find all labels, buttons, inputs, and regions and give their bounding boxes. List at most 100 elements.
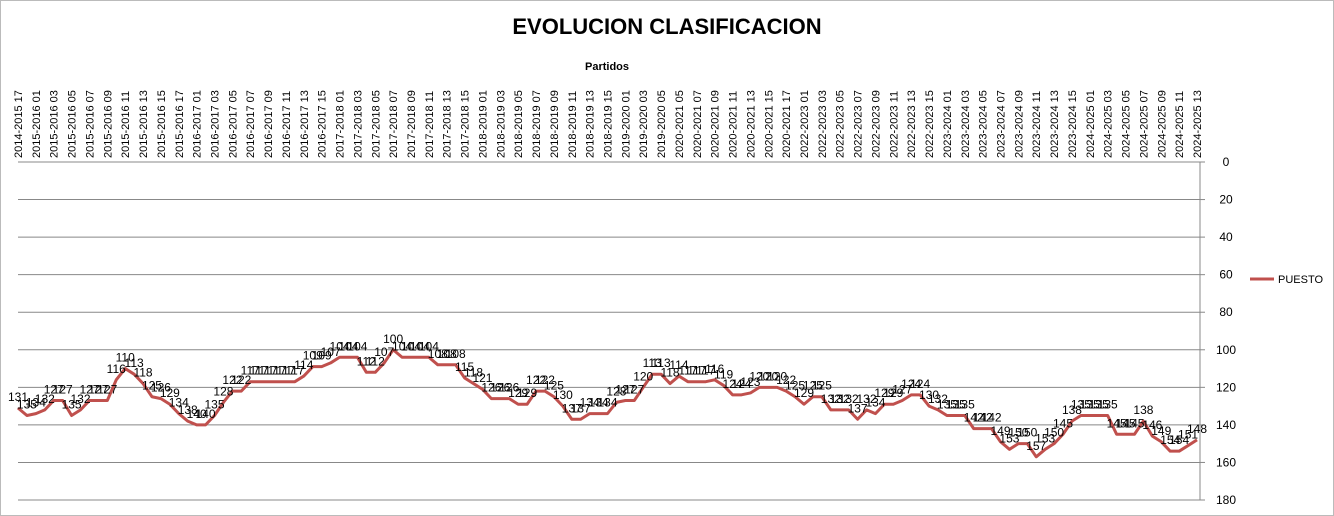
data-label: 142	[964, 411, 984, 425]
x-tick-label: 2023-2024 15	[1067, 90, 1079, 158]
x-tick-label: 2016-2017 13	[299, 90, 311, 158]
data-label: 120	[633, 369, 653, 383]
x-axis-title: Partidos	[585, 61, 629, 73]
data-label: 108	[446, 347, 466, 361]
y-tick-label: 160	[1216, 455, 1236, 469]
data-label: 122	[222, 373, 242, 387]
data-label: 125	[544, 379, 564, 393]
chart-title: EVOLUCION CLASIFICACION	[512, 14, 821, 39]
data-label: 154	[1160, 433, 1180, 447]
x-tick-label: 2015-2016 01	[31, 90, 43, 158]
data-label: 118	[133, 366, 152, 380]
data-label: 126	[499, 381, 519, 395]
data-label: 128	[213, 384, 233, 398]
data-label: 134	[597, 396, 617, 410]
data-label: 129	[874, 386, 894, 400]
data-label: 153	[1035, 431, 1055, 445]
x-tick-label: 2022-2023 13	[906, 90, 918, 158]
data-label: 151	[1178, 428, 1198, 442]
data-label: 124	[731, 377, 751, 391]
data-label: 108	[437, 347, 457, 361]
data-label: 132	[821, 392, 841, 406]
x-tick-label: 2018-2019 11	[567, 91, 579, 158]
legend-label: PUESTO	[1278, 274, 1323, 286]
data-label: 131	[8, 390, 28, 404]
x-tick-label: 2024-2025 03	[1103, 90, 1115, 158]
x-tick-label: 2019-2020 01	[620, 90, 632, 158]
y-tick-label: 20	[1219, 193, 1233, 207]
data-label: 135	[1071, 398, 1091, 412]
data-label: 117	[267, 364, 286, 378]
x-tick-label: 2018-2019 03	[495, 90, 507, 158]
data-label: 145	[1053, 416, 1073, 430]
y-tick-label: 180	[1216, 493, 1236, 507]
data-label: 134	[865, 396, 885, 410]
data-label: 129	[794, 386, 814, 400]
x-tick-label: 2018-2019 15	[603, 90, 615, 158]
data-label: 117	[285, 364, 304, 378]
data-label: 104	[419, 339, 439, 353]
data-label: 104	[392, 339, 412, 353]
data-label: 157	[1026, 439, 1046, 453]
x-tick-label: 2016-2017 11	[281, 91, 293, 158]
data-label: 135	[17, 398, 37, 412]
y-tick-label: 80	[1219, 305, 1233, 319]
data-label: 137	[562, 401, 582, 415]
data-label: 117	[250, 364, 269, 378]
x-tick-label: 2019-2020 05	[656, 90, 668, 158]
data-label: 122	[776, 373, 796, 387]
data-label: 134	[26, 396, 46, 410]
x-tick-label: 2017-2018 03	[352, 90, 364, 158]
data-label: 109	[303, 349, 323, 363]
x-tick-label: 2022-2023 11	[888, 91, 900, 158]
data-label: 127	[44, 382, 64, 396]
x-tick-label: 2024-2025 09	[1156, 90, 1168, 158]
data-label: 107	[321, 345, 341, 359]
data-label: 132	[35, 392, 55, 406]
y-tick-label: 40	[1219, 230, 1233, 244]
data-label: 122	[535, 373, 555, 387]
data-label: 125	[142, 379, 162, 393]
x-tick-label: 2015-2016 15	[156, 90, 168, 158]
x-tick-label: 2020-2021 17	[781, 90, 793, 158]
x-tick-label: 2016-2017 01	[192, 90, 204, 158]
x-tick-label: 2017-2018 05	[370, 90, 382, 158]
x-tick-label: 2016-2017 09	[263, 90, 275, 158]
data-label: 126	[490, 381, 510, 395]
data-label: 137	[571, 401, 591, 415]
data-label: 127	[892, 382, 912, 396]
data-label: 130	[919, 388, 939, 402]
data-label: 104	[330, 339, 350, 353]
x-tick-label: 2024-2025 13	[1192, 90, 1204, 158]
x-tick-label: 2017-2018 11	[424, 91, 436, 158]
data-label: 123	[740, 375, 760, 389]
data-label: 150	[1008, 426, 1028, 440]
data-label: 126	[481, 381, 501, 395]
x-tick-label: 2024-2025 01	[1085, 90, 1097, 158]
x-tick-label: 2020-2021 11	[728, 91, 740, 158]
x-tick-label: 2023-2024 13	[1049, 90, 1061, 158]
x-tick-label: 2022-2023 03	[817, 90, 829, 158]
data-label: 104	[401, 339, 421, 353]
data-label: 115	[455, 360, 474, 374]
data-label: 149	[990, 424, 1010, 438]
x-tick-label: 2017-2018 01	[335, 90, 347, 158]
x-tick-label: 2023-2024 01	[942, 90, 954, 158]
data-label: 114	[294, 358, 313, 372]
data-label: 130	[553, 388, 573, 402]
data-label: 124	[723, 377, 743, 391]
x-tick-label: 2023-2024 11	[1031, 91, 1043, 158]
data-label: 113	[652, 356, 671, 370]
data-label: 146	[1142, 418, 1162, 432]
series-line	[17, 348, 1198, 459]
data-label: 127	[53, 382, 73, 396]
x-tick-label: 2024-2025 11	[1174, 91, 1186, 158]
x-tick-label: 2015-2016 17	[174, 90, 186, 158]
x-tick-label: 2024-2025 05	[1121, 90, 1133, 158]
x-tick-label: 2016-2017 07	[245, 90, 257, 158]
data-label: 135	[204, 398, 224, 412]
x-tick-label: 2024-2025 07	[1138, 90, 1150, 158]
x-tick-label: 2023-2024 07	[996, 90, 1008, 158]
